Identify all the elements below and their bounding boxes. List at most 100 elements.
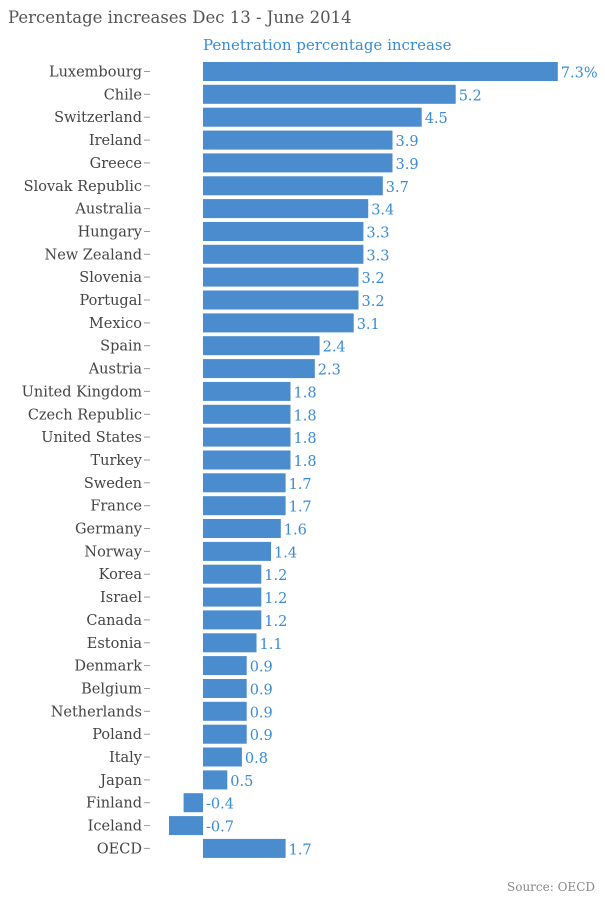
category-label: Switzerland bbox=[54, 110, 142, 126]
value-label: 1.8 bbox=[294, 385, 317, 401]
category-label: United Kingdom bbox=[22, 384, 143, 400]
bar-norway bbox=[203, 541, 271, 561]
category-label: Hungary bbox=[78, 225, 143, 241]
value-label: 3.7 bbox=[386, 180, 409, 196]
value-label: 1.7 bbox=[289, 500, 312, 516]
bar-hungary bbox=[203, 222, 364, 241]
category-label: Luxembourg bbox=[49, 65, 142, 81]
value-label: 3.4 bbox=[371, 203, 394, 219]
bar-france bbox=[203, 496, 286, 516]
value-label: 3.3 bbox=[366, 226, 389, 242]
bar-new-zealand bbox=[203, 244, 364, 264]
value-label: 3.9 bbox=[396, 157, 419, 173]
category-label: Chile bbox=[104, 87, 142, 103]
category-label: Iceland bbox=[88, 819, 142, 835]
value-label: 2.3 bbox=[318, 363, 341, 379]
bar-luxembourg bbox=[203, 62, 558, 81]
category-label: Italy bbox=[109, 750, 143, 766]
bar-iceland bbox=[169, 816, 203, 836]
value-label: 0.9 bbox=[250, 683, 273, 699]
value-label: 0.5 bbox=[230, 774, 253, 790]
bar-belgium bbox=[203, 679, 247, 698]
value-label: 4.5 bbox=[425, 111, 448, 127]
bar-poland bbox=[203, 724, 247, 744]
category-label: OECD bbox=[97, 841, 142, 857]
bar-japan bbox=[203, 770, 228, 790]
value-label: 0.9 bbox=[250, 728, 273, 744]
category-label: Netherlands bbox=[51, 704, 142, 720]
value-label: 1.2 bbox=[264, 591, 287, 607]
bar-sweden bbox=[203, 473, 286, 493]
bar-oecd bbox=[203, 838, 286, 858]
value-label: 3.3 bbox=[366, 248, 389, 264]
category-label: Portugal bbox=[79, 293, 142, 309]
value-label: 0.9 bbox=[250, 705, 273, 721]
value-label: 1.6 bbox=[284, 523, 307, 539]
value-label: 1.8 bbox=[294, 431, 317, 447]
bar-israel bbox=[203, 587, 262, 607]
category-label: Austria bbox=[88, 362, 143, 378]
category-label: Ireland bbox=[89, 133, 142, 149]
category-label: Turkey bbox=[90, 453, 142, 469]
bar-turkey bbox=[203, 450, 291, 470]
bar-canada bbox=[203, 610, 262, 630]
category-label: Sweden bbox=[84, 476, 142, 492]
bar-spain bbox=[203, 336, 320, 356]
value-label: 7.3% bbox=[561, 66, 598, 82]
value-label: 1.1 bbox=[260, 637, 283, 653]
category-label: Finland bbox=[86, 796, 142, 812]
value-label: 1.8 bbox=[294, 454, 317, 470]
category-label: Norway bbox=[84, 544, 142, 560]
category-label: Slovak Republic bbox=[24, 179, 142, 195]
bar-slovenia bbox=[203, 267, 359, 287]
chart-title: Percentage increases Dec 13 - June 2014 bbox=[8, 8, 352, 27]
series-label: Penetration percentage increase bbox=[203, 36, 452, 54]
category-label: Canada bbox=[86, 613, 142, 629]
value-label: 1.8 bbox=[294, 408, 317, 424]
bar-switzerland bbox=[203, 107, 422, 127]
bar-united-states bbox=[203, 427, 291, 447]
source-note: Source: OECD bbox=[507, 880, 595, 894]
bar-portugal bbox=[203, 290, 359, 310]
bar-greece bbox=[203, 153, 393, 173]
bar-finland bbox=[183, 793, 203, 813]
category-label: Greece bbox=[90, 156, 142, 172]
category-label: Japan bbox=[98, 773, 142, 789]
bar-netherlands bbox=[203, 701, 247, 721]
category-label: Estonia bbox=[87, 636, 143, 652]
value-label: 2.4 bbox=[323, 340, 346, 356]
category-label: Korea bbox=[99, 567, 143, 583]
bar-chile bbox=[203, 84, 456, 104]
value-label: 1.2 bbox=[264, 614, 287, 630]
category-label: Czech Republic bbox=[28, 407, 142, 423]
bar-australia bbox=[203, 199, 369, 219]
value-label: -0.7 bbox=[206, 820, 234, 836]
value-label: 3.1 bbox=[357, 317, 380, 333]
value-label: 0.9 bbox=[250, 660, 273, 676]
value-label: 0.8 bbox=[245, 751, 268, 767]
bar-czech-republic bbox=[203, 404, 291, 424]
value-label: 3.9 bbox=[396, 134, 419, 150]
category-label: New Zealand bbox=[45, 247, 143, 263]
value-label: 1.7 bbox=[289, 842, 312, 858]
category-label: France bbox=[90, 499, 142, 515]
category-label: Australia bbox=[74, 202, 142, 218]
bar-mexico bbox=[203, 313, 354, 333]
bar-germany bbox=[203, 519, 281, 538]
category-label: Slovenia bbox=[79, 270, 142, 286]
bar-italy bbox=[203, 747, 242, 767]
bar-slovak-republic bbox=[203, 176, 383, 196]
category-label: Denmark bbox=[74, 659, 142, 675]
category-label: Germany bbox=[75, 522, 143, 538]
category-label: Mexico bbox=[89, 316, 142, 332]
bar-denmark bbox=[203, 656, 247, 676]
value-label: 3.2 bbox=[362, 271, 385, 287]
value-label: 3.2 bbox=[362, 294, 385, 310]
category-label: Poland bbox=[92, 727, 142, 743]
bar-estonia bbox=[203, 633, 257, 653]
category-label: Belgium bbox=[81, 682, 142, 698]
value-label: 1.4 bbox=[274, 545, 297, 561]
category-label: Spain bbox=[100, 339, 142, 355]
value-label: 1.7 bbox=[289, 477, 312, 493]
